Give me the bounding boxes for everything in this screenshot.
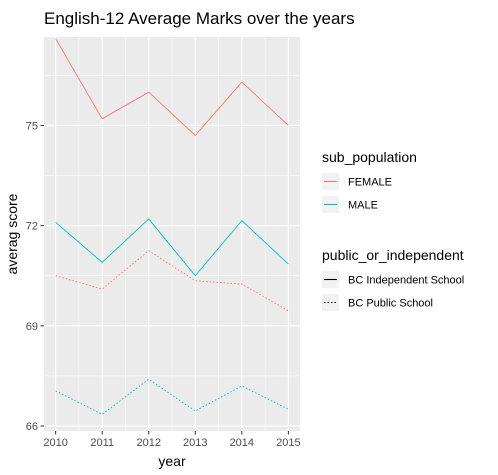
axis-ticks: 2010 2011 2012 2013 2014 2015 66 69 72 75 xyxy=(26,120,301,449)
legend-key-background xyxy=(322,294,339,311)
chart-title: English-12 Average Marks over the years xyxy=(44,9,355,28)
x-axis-title: year xyxy=(158,453,186,469)
legend: sub_population FEMALE MALE public_or_indepe… xyxy=(322,149,464,311)
major-gridlines xyxy=(44,37,300,431)
y-tick-label: 69 xyxy=(26,321,38,333)
x-tick-label: 2015 xyxy=(276,437,300,449)
legend-label: MALE xyxy=(348,200,378,212)
legend-label: BC Public School xyxy=(348,298,433,310)
y-tick-label: 75 xyxy=(26,120,38,132)
legend-title: sub_population xyxy=(322,149,417,165)
minor-gridlines xyxy=(44,37,300,431)
series-layer xyxy=(55,38,289,415)
legend-title: public_or_independent xyxy=(322,247,464,263)
x-tick-label: 2012 xyxy=(136,437,160,449)
x-tick-label: 2010 xyxy=(43,437,67,449)
y-tick-label: 72 xyxy=(26,221,38,233)
x-tick-label: 2013 xyxy=(183,437,207,449)
series-line-male-independent xyxy=(55,218,289,277)
series-line-female-independent xyxy=(55,38,289,136)
series-line-male-public xyxy=(55,378,289,415)
legend-label: FEMALE xyxy=(348,177,392,189)
x-tick-label: 2014 xyxy=(230,437,254,449)
y-axis-title: averag score xyxy=(4,193,20,274)
legend-label: BC Independent School xyxy=(348,275,464,287)
x-tick-label: 2011 xyxy=(90,437,114,449)
y-tick-label: 66 xyxy=(26,421,38,433)
